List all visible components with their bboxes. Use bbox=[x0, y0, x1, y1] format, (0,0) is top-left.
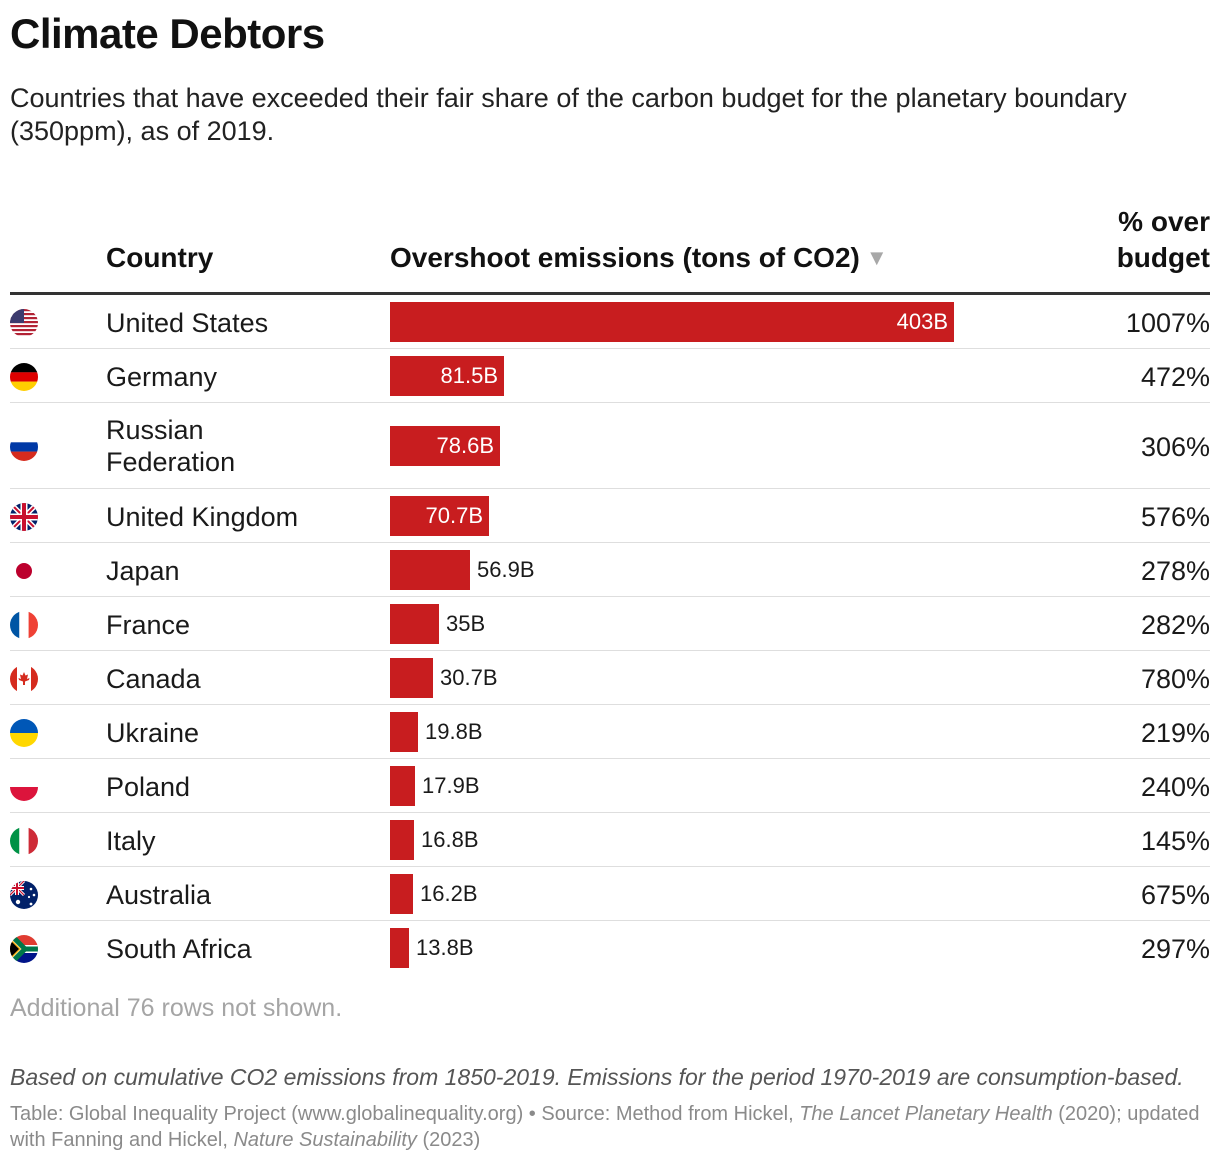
bar-value-label: 70.7B bbox=[425, 503, 484, 528]
bar-value-label: 81.5B bbox=[440, 363, 499, 388]
pct-over-budget: 576% bbox=[1140, 502, 1210, 532]
france-flag-icon bbox=[10, 611, 38, 639]
overshoot-bar bbox=[390, 712, 418, 752]
overshoot-bar bbox=[390, 928, 409, 968]
overshoot-bar bbox=[390, 658, 433, 698]
overshoot-bar bbox=[390, 356, 504, 396]
country-name: South Africa bbox=[106, 934, 252, 964]
table-row: United Kingdom 70.7B 576% bbox=[10, 489, 1210, 543]
table-row: Japan 56.9B 278% bbox=[10, 543, 1210, 597]
source-text-1: Table: Global Inequality Project (www.gl… bbox=[10, 1103, 800, 1125]
country-name: Russian Federation bbox=[106, 415, 236, 477]
overshoot-bar bbox=[390, 496, 489, 536]
us-flag-icon bbox=[10, 309, 38, 337]
pct-over-budget: 282% bbox=[1140, 610, 1210, 640]
source-credit: Table: Global Inequality Project (www.gl… bbox=[10, 1101, 1210, 1153]
table-row: Australia 16.2B 675% bbox=[10, 867, 1210, 921]
table-body: United States 403B 1007% Germany 81.5B 472% Ru… bbox=[10, 295, 1210, 975]
table-row: South Africa 13.8B 297% bbox=[10, 921, 1210, 975]
country-name: Canada bbox=[106, 664, 201, 694]
column-header-overshoot-label: Overshoot emissions (tons of CO2) bbox=[390, 242, 860, 273]
pct-over-budget: 278% bbox=[1140, 556, 1210, 586]
sort-descending-icon[interactable]: ▼ bbox=[865, 245, 888, 270]
country-name: United States bbox=[106, 308, 269, 338]
pct-over-budget: 675% bbox=[1140, 880, 1210, 910]
pct-over-budget: 780% bbox=[1140, 664, 1210, 694]
page-subtitle: Countries that have exceeded their fair … bbox=[10, 83, 1127, 146]
bar-value-label: 30.7B bbox=[440, 665, 498, 690]
overshoot-bar bbox=[390, 604, 439, 644]
overshoot-bar bbox=[390, 426, 500, 466]
table-row: France 35B 282% bbox=[10, 597, 1210, 651]
column-header-overshoot[interactable]: Overshoot emissions (tons of CO2) ▼ bbox=[390, 240, 888, 276]
table-row: Canada 30.7B 780% bbox=[10, 651, 1210, 705]
country-name: Poland bbox=[106, 772, 191, 802]
bar-value-label: 56.9B bbox=[477, 557, 535, 582]
overshoot-bar bbox=[390, 302, 954, 342]
south-africa-flag-icon bbox=[10, 935, 38, 963]
methodology-note: Based on cumulative CO2 emissions from 1… bbox=[10, 1064, 1184, 1090]
column-header-pct-line2: budget bbox=[1116, 242, 1210, 273]
pct-over-budget: 145% bbox=[1140, 826, 1210, 856]
bar-value-label: 13.8B bbox=[416, 935, 474, 960]
table-row: Italy 16.8B 145% bbox=[10, 813, 1210, 867]
country-name: United Kingdom bbox=[106, 502, 299, 532]
country-name: Germany bbox=[106, 362, 218, 392]
table-row: Ukraine 19.8B 219% bbox=[10, 705, 1210, 759]
poland-flag-icon bbox=[10, 773, 38, 801]
table-row: Poland 17.9B 240% bbox=[10, 759, 1210, 813]
overshoot-bar bbox=[390, 766, 415, 806]
japan-flag-icon bbox=[10, 557, 38, 585]
country-name: Ukraine bbox=[106, 718, 200, 748]
bar-value-label: 16.2B bbox=[420, 881, 478, 906]
pct-over-budget: 1007% bbox=[1125, 308, 1210, 338]
header-rule bbox=[10, 292, 1210, 295]
pct-over-budget: 297% bbox=[1140, 934, 1210, 964]
source-text-2: (2020); updated with Fanning and Hickel, bbox=[10, 1103, 1200, 1151]
bar-value-label: 19.8B bbox=[425, 719, 483, 744]
country-name: Japan bbox=[106, 556, 180, 586]
germany-flag-icon bbox=[10, 363, 38, 391]
pct-over-budget: 306% bbox=[1140, 432, 1210, 462]
column-header-pct-line1: % over bbox=[1118, 206, 1210, 237]
pct-over-budget: 240% bbox=[1140, 772, 1210, 802]
overshoot-bar bbox=[390, 550, 470, 590]
table-row: United States 403B 1007% bbox=[10, 295, 1210, 349]
ukraine-flag-icon bbox=[10, 719, 38, 747]
page-title: Climate Debtors bbox=[10, 10, 325, 57]
table-row: Germany 81.5B 472% bbox=[10, 349, 1210, 403]
italy-flag-icon bbox=[10, 827, 38, 855]
overshoot-bar bbox=[390, 874, 413, 914]
bar-value-label: 17.9B bbox=[422, 773, 480, 798]
bar-value-label: 78.6B bbox=[436, 433, 495, 458]
uk-flag-icon bbox=[10, 503, 38, 531]
bar-value-label: 403B bbox=[896, 309, 948, 334]
australia-flag-icon bbox=[10, 881, 38, 909]
overshoot-bar bbox=[390, 820, 414, 860]
pct-over-budget: 472% bbox=[1140, 362, 1210, 392]
canada-flag-icon bbox=[10, 665, 38, 693]
bar-value-label: 35B bbox=[446, 611, 486, 636]
country-name: Italy bbox=[106, 826, 156, 856]
pct-over-budget: 219% bbox=[1140, 718, 1210, 748]
table-row: Russian Federation 78.6B 306% bbox=[10, 403, 1210, 489]
country-name: France bbox=[106, 610, 191, 640]
source-text-3: (2023) bbox=[416, 1129, 481, 1151]
country-name: Australia bbox=[106, 880, 212, 910]
bar-value-label: 16.8B bbox=[421, 827, 479, 852]
source-journal-2: Nature Sustainability bbox=[233, 1129, 417, 1151]
more-rows-note: Additional 76 rows not shown. bbox=[10, 994, 343, 1022]
source-journal-1: The Lancet Planetary Health bbox=[799, 1103, 1053, 1125]
column-header-country[interactable]: Country bbox=[106, 242, 214, 273]
russia-flag-icon bbox=[10, 433, 38, 461]
column-header-pct-over-budget[interactable]: % over budget bbox=[1117, 204, 1210, 276]
